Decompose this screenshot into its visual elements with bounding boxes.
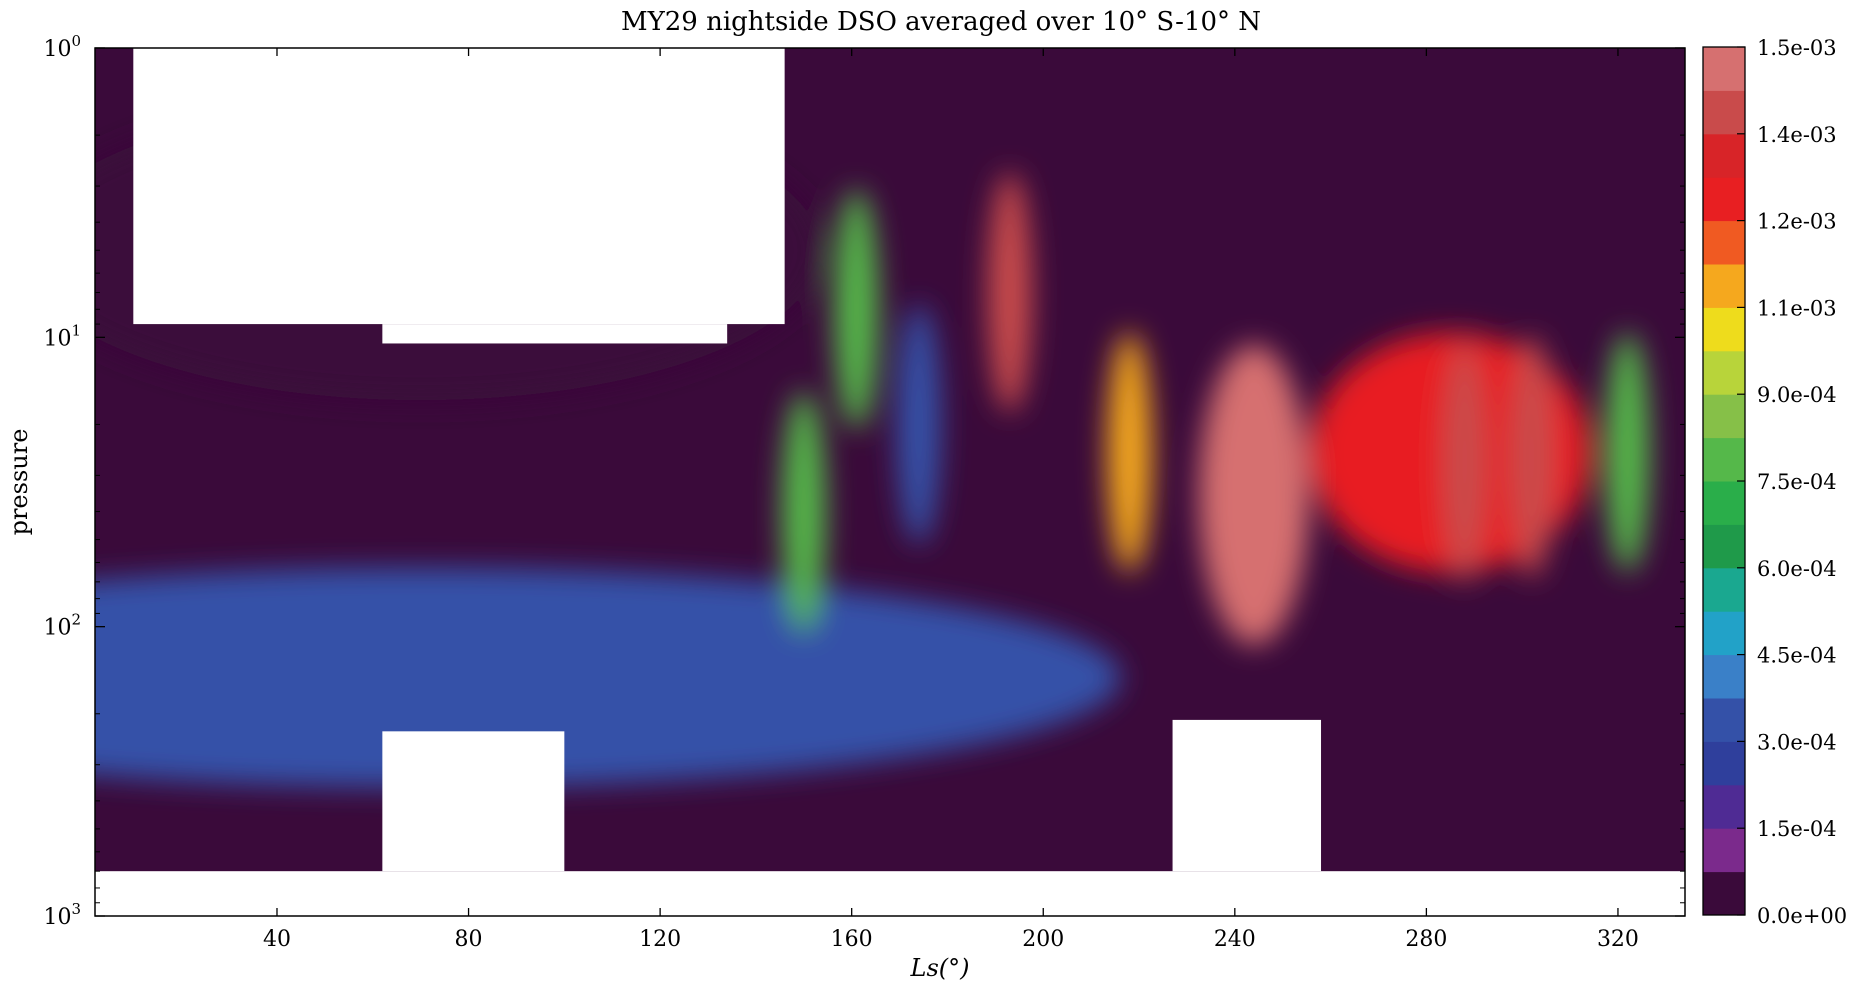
colorbar-segment — [1703, 567, 1745, 612]
colorbar-tick-label: 1.5e-03 — [1757, 36, 1837, 60]
colorbar-segment — [1703, 394, 1745, 439]
x-tick-label: 320 — [1597, 927, 1639, 952]
colorbar-segment — [1703, 264, 1745, 308]
colorbar: 0.0e+00 1.5e-04 3.0e-04 4.5e-04 6.0e-04 7.5e-… — [1702, 36, 1847, 928]
colorbar-segment — [1703, 133, 1745, 178]
chart-title: MY29 nightside DSO averaged over 10° S-1… — [621, 7, 1261, 37]
x-tick-label: 80 — [455, 927, 483, 952]
colorbar-tick-label: 1.5e-04 — [1757, 817, 1837, 841]
colorbar-segment — [1703, 871, 1745, 916]
field-feature — [1605, 332, 1650, 573]
colorbar-tick-label: 9.0e-04 — [1757, 383, 1837, 407]
colorbar-segment — [1703, 481, 1745, 525]
colorbar-segment — [1703, 828, 1745, 873]
field-feature — [834, 189, 879, 430]
colorbar-tick-label: 6.0e-04 — [1757, 557, 1837, 581]
missing-data-region — [1172, 719, 1322, 872]
missing-data-mask — [95, 48, 1685, 916]
colorbar-tick-label: 4.5e-04 — [1757, 644, 1837, 668]
y-tick-label: 101 — [43, 321, 81, 351]
colorbar-tick-label: 1.4e-03 — [1757, 123, 1837, 147]
field-feature — [781, 391, 826, 632]
colorbar-segment — [1703, 220, 1745, 265]
x-axis-label: Ls(°) — [910, 954, 970, 982]
x-tick-label: 40 — [263, 927, 291, 952]
field-feature — [1198, 344, 1309, 645]
colorbar-segment — [1703, 177, 1745, 222]
field-feature — [1442, 342, 1487, 583]
field-feature — [1509, 337, 1554, 578]
y-axis: 100 101 102 103 — [43, 32, 1685, 930]
missing-data-region — [133, 48, 785, 325]
colorbar-tick-label: 3.0e-04 — [1757, 730, 1837, 754]
field-feature — [896, 304, 941, 545]
colorbar-segment — [1703, 741, 1745, 786]
plot-area — [95, 48, 1685, 916]
colorbar-segment — [1703, 698, 1745, 742]
colorbar-segment — [1703, 784, 1745, 829]
colorbar-segment — [1703, 307, 1745, 352]
y-tick-label: 102 — [43, 611, 81, 641]
x-tick-label: 280 — [1405, 927, 1447, 952]
x-tick-label: 120 — [639, 927, 681, 952]
plot-frame — [94, 47, 1686, 917]
y-tick-label: 100 — [43, 32, 81, 62]
x-axis: 40 80 120 160 200 240 280 320 — [263, 48, 1639, 952]
colorbar-segment — [1703, 350, 1745, 395]
colorbar-segment — [1703, 611, 1745, 656]
field-feature — [95, 567, 1121, 788]
colorbar-segment — [1703, 437, 1745, 482]
colorbar-segment — [1703, 47, 1745, 91]
missing-data-region — [382, 324, 728, 344]
y-axis-label: pressure — [5, 429, 33, 536]
colorbar-segment — [1703, 654, 1745, 699]
x-tick-label: 160 — [831, 927, 873, 952]
x-tick-label: 200 — [1022, 927, 1064, 952]
missing-data-region — [95, 871, 1685, 916]
colorbar-segment — [1703, 90, 1745, 135]
colorbar-tick-label: 7.5e-04 — [1757, 470, 1837, 494]
colorbar-segment — [1703, 524, 1745, 569]
y-tick-label: 103 — [43, 900, 81, 930]
field-feature — [987, 172, 1032, 413]
x-tick-label: 240 — [1214, 927, 1256, 952]
colorbar-tick-label: 1.2e-03 — [1757, 210, 1837, 234]
colorbar-tick-label: 0.0e+00 — [1757, 904, 1847, 928]
missing-data-region — [382, 731, 565, 872]
field-feature — [1107, 332, 1152, 573]
colorbar-tick-label: 1.1e-03 — [1757, 296, 1837, 320]
